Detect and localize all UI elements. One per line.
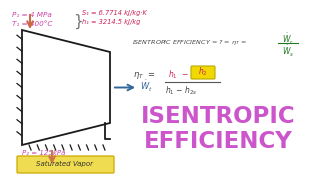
Text: ISENTROPIC: ISENTROPIC bbox=[141, 105, 295, 128]
Text: $\dot{W}_r$: $\dot{W}_r$ bbox=[282, 32, 294, 47]
Text: $\dot{W}_s$: $\dot{W}_s$ bbox=[282, 44, 294, 59]
Text: ISENTROPIC EFFICIENCY = ? = $\eta_T$ =: ISENTROPIC EFFICIENCY = ? = $\eta_T$ = bbox=[132, 38, 247, 47]
Polygon shape bbox=[22, 30, 110, 145]
Text: h₁ = 3214.5 kJ/kg: h₁ = 3214.5 kJ/kg bbox=[82, 19, 140, 25]
Text: EFFICIENCY: EFFICIENCY bbox=[144, 130, 292, 153]
Text: $\}$: $\}$ bbox=[73, 13, 83, 31]
Text: $\dot{W}_t$: $\dot{W}_t$ bbox=[140, 79, 153, 94]
Text: T₁ = 400°C: T₁ = 400°C bbox=[12, 21, 52, 27]
Text: $h_2$: $h_2$ bbox=[198, 66, 208, 78]
Text: $h_1$ $-$ $h_{2s}$: $h_1$ $-$ $h_{2s}$ bbox=[165, 84, 198, 96]
Text: Saturated Vapor: Saturated Vapor bbox=[36, 161, 93, 167]
Text: S₁ = 6.7714 kJ/kg·K: S₁ = 6.7714 kJ/kg·K bbox=[82, 10, 147, 16]
Text: P₂ = 125kPa: P₂ = 125kPa bbox=[22, 150, 65, 156]
FancyBboxPatch shape bbox=[191, 66, 215, 79]
Text: P₁ = 4 MPa: P₁ = 4 MPa bbox=[12, 12, 52, 18]
Text: $h_1$  $-$: $h_1$ $-$ bbox=[168, 68, 189, 80]
Text: $\eta_T$  =: $\eta_T$ = bbox=[133, 70, 156, 81]
FancyBboxPatch shape bbox=[17, 156, 114, 173]
